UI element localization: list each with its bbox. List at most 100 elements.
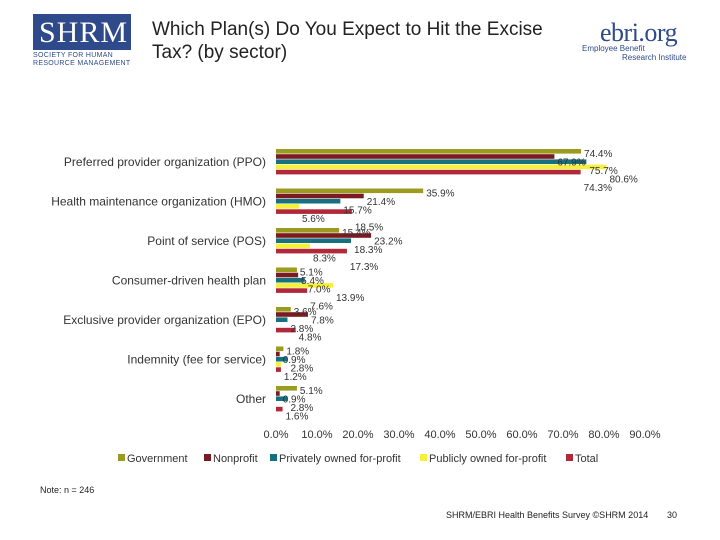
bar-health-maintenance-organization-hmo-publicly-owned-for-profit bbox=[276, 204, 299, 209]
bar-preferred-provider-organization-ppo-publicly-owned-for-profit bbox=[276, 164, 607, 170]
data-label-preferred-provider-organization-ppo-privately-owned-for-profit: 75.7% bbox=[589, 166, 617, 177]
x-tick-label: 10.0% bbox=[301, 429, 332, 441]
bar-other-nonprofit bbox=[276, 391, 280, 396]
category-label-point-of-service-pos: Point of service (POS) bbox=[147, 234, 266, 248]
data-label-health-maintenance-organization-hmo-total: 18.5% bbox=[355, 223, 383, 234]
bar-indemnity-fee-for-service-publicly-owned-for-profit bbox=[276, 362, 281, 367]
x-tick-label: 40.0% bbox=[424, 429, 455, 441]
slide-title: Which Plan(s) Do You Expect to Hit the E… bbox=[152, 19, 543, 63]
data-label-point-of-service-pos-privately-owned-for-profit: 18.3% bbox=[354, 245, 382, 256]
ebri-logo-line2: Research Institute bbox=[622, 53, 687, 62]
data-label-health-maintenance-organization-hmo-nonprofit: 21.4% bbox=[367, 197, 395, 208]
ebri-logo-line1: Employee Benefit bbox=[582, 44, 645, 53]
legend-swatch-privately-owned-for-profit bbox=[270, 454, 277, 461]
category-label-exclusive-provider-organization-epo: Exclusive provider organization (EPO) bbox=[63, 313, 266, 327]
x-tick-label: 20.0% bbox=[342, 429, 373, 441]
bar-indemnity-fee-for-service-government bbox=[276, 346, 284, 352]
data-label-point-of-service-pos-publicly-owned-for-profit: 8.3% bbox=[313, 254, 336, 265]
ebri-logo-word: ebri.org bbox=[600, 18, 678, 47]
shrm-logo-box: SHRM bbox=[33, 14, 131, 50]
data-label-consumer-driven-health-plan-privately-owned-for-profit: 7.0% bbox=[308, 285, 331, 296]
legend-swatch-total bbox=[566, 454, 573, 461]
bars bbox=[276, 149, 607, 412]
x-tick-label: 70.0% bbox=[547, 429, 578, 441]
data-label-consumer-driven-health-plan-total: 7.6% bbox=[310, 302, 333, 313]
legend-label-publicly-owned-for-profit: Publicly owned for-profit bbox=[429, 453, 546, 465]
bar-health-maintenance-organization-hmo-total bbox=[276, 209, 352, 214]
bar-point-of-service-pos-nonprofit bbox=[276, 233, 372, 238]
bar-preferred-provider-organization-ppo-privately-owned-for-profit bbox=[276, 159, 587, 164]
data-label-preferred-provider-organization-ppo-publicly-owned-for-profit: 80.6% bbox=[609, 175, 637, 186]
data-label-point-of-service-pos-nonprofit: 23.2% bbox=[374, 237, 402, 248]
bar-consumer-driven-health-plan-nonprofit bbox=[276, 272, 299, 278]
bar-other-privately-owned-for-profit bbox=[276, 396, 288, 401]
x-tick-label: 30.0% bbox=[383, 429, 414, 441]
bar-point-of-service-pos-privately-owned-for-profit bbox=[276, 238, 352, 243]
bar-preferred-provider-organization-ppo-total bbox=[276, 169, 581, 175]
category-label-preferred-provider-organization-ppo: Preferred provider organization (PPO) bbox=[64, 155, 266, 169]
data-label-health-maintenance-organization-hmo-privately-owned-for-profit: 15.7% bbox=[343, 206, 371, 217]
legend-label-nonprofit: Nonprofit bbox=[213, 453, 258, 465]
bar-consumer-driven-health-plan-total bbox=[276, 288, 308, 293]
x-tick-label: 0.0% bbox=[263, 429, 288, 441]
data-label-preferred-provider-organization-ppo-total: 74.3% bbox=[584, 183, 612, 194]
bar-other-government bbox=[276, 386, 297, 391]
bar-indemnity-fee-for-service-privately-owned-for-profit bbox=[276, 356, 288, 362]
data-label-point-of-service-pos-government: 15.4% bbox=[342, 228, 370, 239]
category-label-health-maintenance-organization-hmo: Health maintenance organization (HMO) bbox=[51, 195, 266, 209]
bar-consumer-driven-health-plan-government bbox=[276, 267, 297, 273]
x-tick-label: 80.0% bbox=[588, 429, 619, 441]
legend: Government Nonprofit Privately owned for-p… bbox=[118, 453, 598, 465]
bar-consumer-driven-health-plan-privately-owned-for-profit bbox=[276, 277, 305, 283]
data-labels: 74.4%67.9% 75.7%80.6%74.3% 35.9% 21.4%15.7%… bbox=[283, 149, 638, 423]
legend-swatch-government bbox=[118, 454, 125, 461]
data-label-exclusive-provider-organization-epo-government: 3.6% bbox=[294, 307, 317, 318]
data-label-exclusive-provider-organization-epo-total: 4.8% bbox=[299, 333, 322, 344]
bar-indemnity-fee-for-service-nonprofit bbox=[276, 351, 280, 357]
shrm-logo: SHRM SOCIETY FOR HUMAN RESOURCE MANAGEME… bbox=[33, 14, 133, 72]
footer-credit: SHRM/EBRI Health Benefits Survey ©SHRM 2… bbox=[446, 510, 649, 520]
bar-exclusive-provider-organization-epo-total bbox=[276, 327, 296, 333]
legend-label-government: Government bbox=[127, 453, 188, 465]
data-label-other-nonprofit: 0.9% bbox=[283, 395, 306, 406]
bar-point-of-service-pos-total bbox=[276, 248, 347, 254]
bar-indemnity-fee-for-service-total bbox=[276, 367, 281, 372]
bar-other-total bbox=[276, 406, 283, 412]
bar-exclusive-provider-organization-epo-government bbox=[276, 307, 291, 312]
data-label-other-privately-owned-for-profit: 2.8% bbox=[290, 403, 313, 414]
data-label-indemnity-fee-for-service-privately-owned-for-profit: 2.8% bbox=[290, 364, 313, 375]
legend-label-privately-owned-for-profit: Privately owned for-profit bbox=[279, 453, 401, 465]
shrm-logo-tagline: SOCIETY FOR HUMAN RESOURCE MANAGEMENT bbox=[33, 52, 131, 67]
data-label-consumer-driven-health-plan-nonprofit: 5.4% bbox=[301, 276, 324, 287]
bar-health-maintenance-organization-hmo-privately-owned-for-profit bbox=[276, 198, 341, 204]
data-label-indemnity-fee-for-service-nonprofit: 0.9% bbox=[283, 355, 306, 366]
data-label-preferred-provider-organization-ppo-government: 74.4% bbox=[584, 149, 612, 160]
bar-preferred-provider-organization-ppo-nonprofit bbox=[276, 154, 555, 159]
x-axis-ticks: 0.0% 10.0% 20.0% 30.0% 40.0% 50.0% 60.0% 70.0% 8… bbox=[263, 429, 660, 441]
bar-exclusive-provider-organization-epo-privately-owned-for-profit bbox=[276, 317, 288, 322]
data-label-indemnity-fee-for-service-government: 1.8% bbox=[286, 347, 309, 358]
bar-health-maintenance-organization-hmo-government bbox=[276, 188, 424, 194]
bar-consumer-driven-health-plan-publicly-owned-for-profit bbox=[276, 283, 333, 288]
bar-preferred-provider-organization-ppo-government bbox=[276, 149, 582, 154]
bar-point-of-service-pos-government bbox=[276, 228, 340, 233]
ebri-logo: ebri.org Employee Benefit Research Insti… bbox=[578, 18, 700, 66]
category-label-indemnity-fee-for-service: Indemnity (fee for service) bbox=[127, 353, 266, 367]
data-label-exclusive-provider-organization-epo-nonprofit: 7.8% bbox=[311, 316, 334, 327]
page-number: 30 bbox=[667, 510, 678, 520]
legend-swatch-nonprofit bbox=[204, 454, 211, 461]
shrm-logo-letters: SHRM bbox=[39, 16, 129, 49]
data-label-other-government: 5.1% bbox=[300, 386, 323, 397]
data-label-other-total: 1.6% bbox=[286, 412, 309, 423]
bar-point-of-service-pos-publicly-owned-for-profit bbox=[276, 243, 311, 249]
data-label-health-maintenance-organization-hmo-publicly-owned-for-profit: 5.6% bbox=[302, 214, 325, 225]
data-label-consumer-driven-health-plan-publicly-owned-for-profit: 13.9% bbox=[336, 293, 364, 304]
bar-health-maintenance-organization-hmo-nonprofit bbox=[276, 193, 364, 199]
bar-exclusive-provider-organization-epo-nonprofit bbox=[276, 312, 308, 317]
x-tick-label: 60.0% bbox=[506, 429, 537, 441]
data-label-consumer-driven-health-plan-government: 5.1% bbox=[300, 268, 323, 279]
data-label-indemnity-fee-for-service-publicly-owned-for-profit: 1.2% bbox=[284, 372, 307, 383]
category-labels: Preferred provider organization (PPO) Hea… bbox=[51, 155, 266, 406]
category-label-other: Other bbox=[236, 392, 266, 406]
